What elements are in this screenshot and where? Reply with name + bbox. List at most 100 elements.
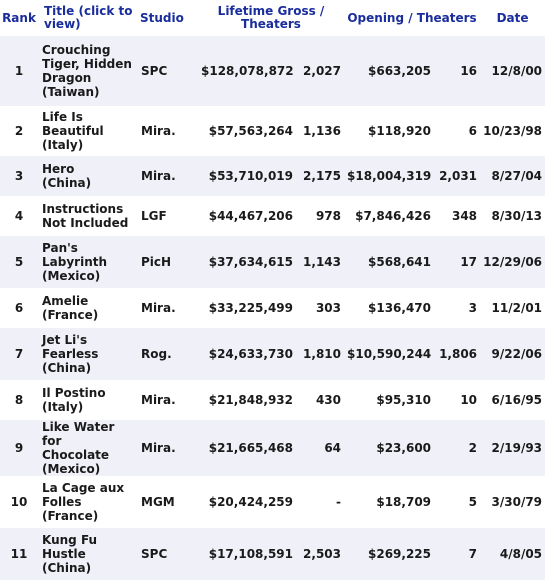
- movie-title-line: Chocolate: [42, 448, 110, 462]
- release-date-cell: 12/29/06: [483, 255, 543, 269]
- lifetime-theaters-cell: 303: [315, 301, 342, 315]
- movie-title-line: Crouching: [42, 43, 111, 57]
- lifetime-gross-cell: $24,633,730: [208, 347, 293, 361]
- studio-cell: MGM: [141, 495, 175, 509]
- movie-title-link[interactable]: Like Water for Chocolate (Mexico): [42, 420, 135, 476]
- movie-title-line: Life Is: [42, 110, 83, 124]
- movie-title-line: Folles: [42, 495, 82, 509]
- movie-country: (Italy): [42, 138, 84, 152]
- lifetime-gross-cell: $128,078,872: [201, 64, 294, 78]
- movie-title-link[interactable]: La Cage aux Folles (France): [42, 481, 135, 523]
- studio-cell: Mira.: [141, 169, 176, 183]
- table-row: 5 Pan's Labyrinth (Mexico) PicH $37,634,615 1,…: [0, 236, 545, 288]
- rank-cell: 6: [14, 301, 24, 315]
- studio-cell: Mira.: [141, 301, 176, 315]
- movie-title-line: Hustle: [42, 547, 86, 561]
- opening-gross-cell: $663,205: [368, 64, 432, 78]
- title-cell: Crouching Tiger, Hidden Dragon (Taiwan): [38, 36, 138, 106]
- title-cell: Pan's Labyrinth (Mexico): [38, 236, 138, 288]
- opening-theaters-cell: 16: [460, 64, 478, 78]
- opening-theaters-cell: 348: [451, 209, 478, 223]
- studio-cell: LGF: [141, 209, 167, 223]
- opening-gross-cell: $136,470: [368, 301, 432, 315]
- table-row: 6 Amelie (France) Mira. $33,225,499 303 $136,4…: [0, 288, 545, 328]
- header-opening[interactable]: Opening / Theaters: [347, 10, 477, 25]
- movie-title-line: Dragon: [42, 71, 92, 85]
- opening-gross-cell: $23,600: [376, 441, 432, 455]
- table-row: 10 La Cage aux Folles (France) MGM $20,424,25…: [0, 476, 545, 528]
- lifetime-gross-cell: $17,108,591: [208, 547, 293, 561]
- movie-title-line: Not Included: [42, 216, 129, 230]
- opening-theaters-cell: 17: [460, 255, 478, 269]
- opening-gross-cell: $269,225: [368, 547, 432, 561]
- lifetime-theaters-cell: 2,503: [303, 547, 342, 561]
- table-row: 11 Kung Fu Hustle (China) SPC $17,108,591 2,50…: [0, 528, 545, 580]
- opening-theaters-cell: 5: [468, 495, 478, 509]
- opening-gross-cell: $18,004,319: [347, 169, 432, 183]
- movie-title-line: Labyrinth: [42, 255, 108, 269]
- header-rank[interactable]: Rank: [2, 10, 36, 25]
- lifetime-theaters-cell: 978: [315, 209, 342, 223]
- movie-title-line: Amelie: [42, 294, 89, 308]
- movie-title-line: Kung Fu: [42, 533, 98, 547]
- movie-title-line: Fearless: [42, 347, 99, 361]
- movie-title-link[interactable]: Il Postino (Italy): [42, 386, 135, 414]
- movie-title-line: Beautiful: [42, 124, 104, 138]
- title-cell: Jet Li's Fearless (China): [38, 328, 138, 380]
- rank-cell: 1: [14, 64, 24, 78]
- lifetime-theaters-cell: 1,143: [303, 255, 342, 269]
- table-row: 1 Crouching Tiger, Hidden Dragon (Taiwan) SPC…: [0, 36, 545, 106]
- header-row: Rank Title (click to view) Studio Lifeti…: [0, 0, 545, 36]
- header-studio[interactable]: Studio: [140, 10, 184, 25]
- release-date-cell: 10/23/98: [483, 124, 543, 138]
- movie-title-line: Jet Li's: [42, 333, 88, 347]
- lifetime-theaters-cell: 1,810: [303, 347, 342, 361]
- studio-cell: PicH: [141, 255, 172, 269]
- opening-gross-cell: $568,641: [368, 255, 432, 269]
- release-date-cell: 12/8/00: [491, 64, 543, 78]
- movie-title-link[interactable]: Hero (China): [42, 162, 135, 190]
- table-row: 3 Hero (China) Mira. $53,710,019 2,175 $18,004…: [0, 156, 545, 196]
- opening-theaters-cell: 1,806: [439, 347, 478, 361]
- rank-cell: 8: [14, 393, 24, 407]
- lifetime-theaters-cell: 2,027: [303, 64, 342, 78]
- rank-cell: 9: [14, 441, 24, 455]
- release-date-cell: 9/22/06: [491, 347, 543, 361]
- table-row: 9 Like Water for Chocolate (Mexico) Mira. $21…: [0, 420, 545, 476]
- rank-cell: 5: [14, 255, 24, 269]
- movie-title-link[interactable]: Amelie (France): [42, 294, 135, 322]
- movie-country: (China): [42, 561, 92, 575]
- studio-cell: Mira.: [141, 393, 176, 407]
- opening-gross-cell: $118,920: [368, 124, 432, 138]
- movie-title-link[interactable]: Kung Fu Hustle (China): [42, 533, 135, 575]
- lifetime-theaters-cell: 430: [315, 393, 342, 407]
- header-date[interactable]: Date: [496, 10, 529, 25]
- release-date-cell: 8/30/13: [491, 209, 543, 223]
- movie-title-link[interactable]: Instructions Not Included: [42, 202, 135, 230]
- movie-country: (France): [42, 509, 99, 523]
- lifetime-theaters-cell: 2,175: [303, 169, 342, 183]
- movie-title-line: Like Water for: [42, 420, 115, 448]
- opening-theaters-cell: 10: [460, 393, 478, 407]
- rank-cell: 2: [14, 124, 24, 138]
- header-title[interactable]: Title (click to view): [44, 4, 133, 31]
- lifetime-theaters-cell: 1,136: [303, 124, 342, 138]
- movie-title-link[interactable]: Jet Li's Fearless (China): [42, 333, 135, 375]
- movie-title-link[interactable]: Life Is Beautiful (Italy): [42, 110, 135, 152]
- movie-title-line: Tiger, Hidden: [42, 57, 132, 71]
- movie-title-link[interactable]: Pan's Labyrinth (Mexico): [42, 241, 135, 283]
- movie-title-line: Hero: [42, 162, 75, 176]
- opening-gross-cell: $18,709: [376, 495, 432, 509]
- movie-title-link[interactable]: Crouching Tiger, Hidden Dragon (Taiwan): [42, 43, 135, 99]
- opening-gross-cell: $95,310: [376, 393, 432, 407]
- movie-country: (China): [42, 176, 92, 190]
- header-lifetime-gross[interactable]: Lifetime Gross / Theaters: [217, 4, 325, 31]
- opening-gross-cell: $10,590,244: [347, 347, 432, 361]
- opening-theaters-cell: 6: [468, 124, 478, 138]
- lifetime-gross-cell: $33,225,499: [208, 301, 293, 315]
- table-row: 2 Life Is Beautiful (Italy) Mira. $57,563,264…: [0, 106, 545, 156]
- movie-country: (Mexico): [42, 269, 101, 283]
- studio-cell: SPC: [141, 64, 168, 78]
- title-cell: Like Water for Chocolate (Mexico): [38, 420, 138, 476]
- title-cell: Hero (China): [38, 156, 138, 196]
